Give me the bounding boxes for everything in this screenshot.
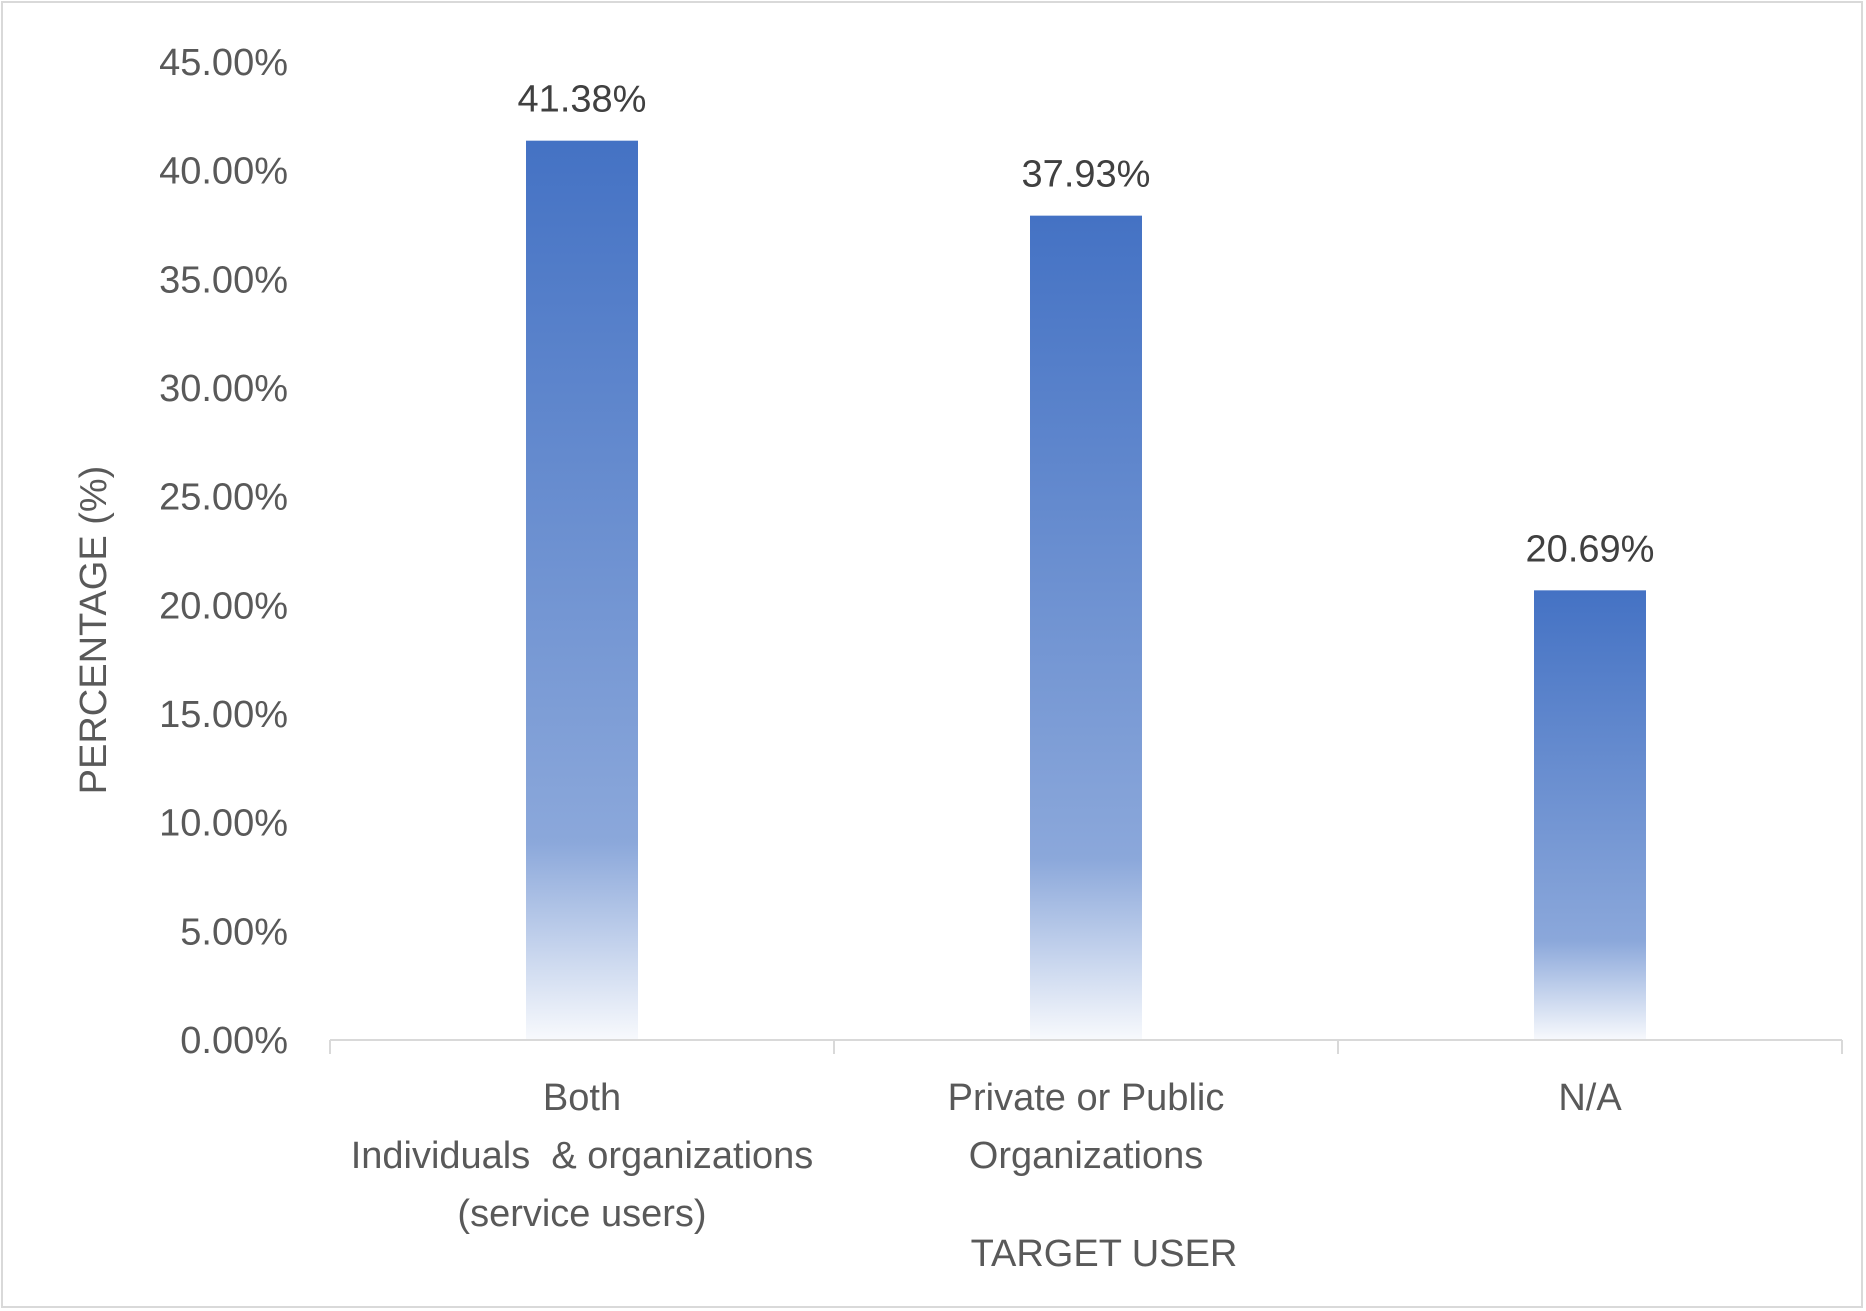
x-axis-category-labels: Both Individuals & organizations (service … (351, 1077, 1623, 1235)
x-axis-tickmarks (329, 1040, 1843, 1054)
y-tick-label: 35.00% (159, 259, 288, 301)
y-tick-label: 25.00% (159, 477, 288, 519)
y-tick-label: 5.00% (180, 911, 288, 953)
bar (1534, 590, 1646, 1040)
x-category-label: Private or Public Organizations (948, 1077, 1225, 1177)
x-category-label: N/A (1558, 1077, 1622, 1119)
y-tick-label: 30.00% (159, 368, 288, 410)
x-category-label: Both Individuals & organizations (service … (351, 1077, 814, 1235)
bar-data-label: 41.38% (518, 79, 647, 121)
bar-data-label: 20.69% (1526, 528, 1655, 570)
y-tick-label: 0.00% (180, 1020, 288, 1062)
bar-data-label: 37.93% (1022, 154, 1151, 196)
data-labels: 41.38% 37.93% 20.69% (518, 79, 1655, 571)
y-tick-label: 15.00% (159, 694, 288, 736)
bar (1030, 215, 1142, 1040)
bars (526, 140, 1646, 1040)
y-tick-label: 45.00% (159, 42, 288, 84)
y-tick-label: 40.00% (159, 151, 288, 193)
y-tick-label: 10.00% (159, 803, 288, 845)
y-axis-title: PERCENTAGE (%) (73, 466, 115, 795)
y-tick-label: 20.00% (159, 585, 288, 627)
y-axis-tick-labels: 0.00% 5.00% 10.00% 15.00% 20.00% 25.00% 30.00%… (159, 42, 288, 1062)
bar (526, 140, 638, 1040)
x-axis-title: TARGET USER (971, 1233, 1238, 1275)
